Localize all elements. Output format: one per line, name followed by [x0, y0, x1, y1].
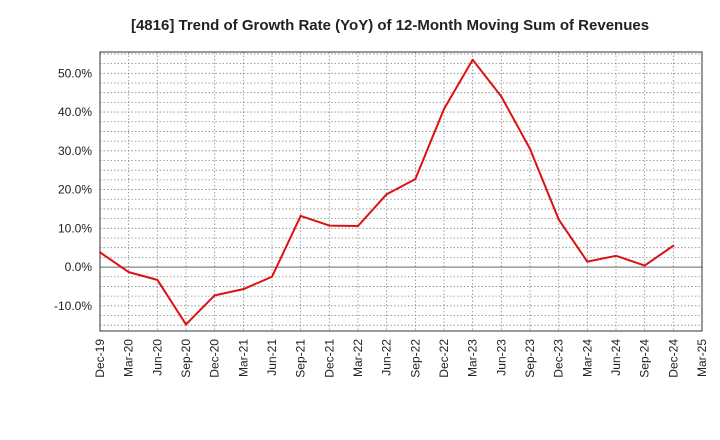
- x-tick-label: Mar-23: [466, 339, 480, 377]
- plot-area: [100, 52, 702, 331]
- vertical-grid: [128, 52, 674, 331]
- y-tick-label: 0.0%: [65, 260, 93, 274]
- x-tick-label: Jun-22: [380, 339, 394, 376]
- x-tick-label: Dec-22: [437, 339, 451, 378]
- data-point: [357, 224, 359, 227]
- data-point: [242, 288, 245, 291]
- data-point: [443, 107, 445, 110]
- x-tick-label: Mar-22: [351, 339, 365, 377]
- data-point: [299, 214, 302, 217]
- x-tick-label: Sep-21: [294, 339, 308, 378]
- y-tick-label: 10.0%: [58, 221, 92, 235]
- x-tick-label: Jun-23: [494, 339, 508, 376]
- x-tick-label: Jun-21: [265, 339, 279, 376]
- data-point: [213, 294, 216, 297]
- data-point: [529, 147, 531, 150]
- x-axis-tick-labels: Dec-19 Mar-20 Jun-20 Sep-20 Dec-20 Mar-21 Jun-…: [93, 339, 709, 378]
- x-tick-label: Jun-24: [609, 339, 623, 376]
- x-tick-label: Dec-23: [552, 339, 566, 378]
- y-tick-label: -10.0%: [54, 299, 92, 313]
- data-point: [615, 254, 617, 257]
- data-point: [385, 193, 388, 196]
- x-tick-label: Dec-19: [93, 339, 107, 378]
- x-tick-label: Sep-24: [638, 339, 652, 378]
- plot-frame: [99, 51, 703, 332]
- x-tick-label: Mar-25: [695, 339, 709, 377]
- data-point: [271, 275, 273, 278]
- data-point: [672, 244, 675, 247]
- data-point: [586, 260, 589, 263]
- y-tick-label: 20.0%: [58, 183, 92, 197]
- data-point: [127, 271, 130, 274]
- data-point: [471, 58, 474, 61]
- horizontal-grid: [100, 53, 702, 326]
- data-point: [185, 323, 187, 326]
- data-point: [500, 95, 503, 98]
- x-tick-label: Dec-21: [322, 339, 336, 378]
- data-point: [414, 178, 417, 181]
- x-tick-label: Sep-22: [408, 339, 422, 378]
- x-tick-label: Mar-20: [122, 339, 136, 377]
- x-tick-label: Mar-24: [580, 339, 594, 377]
- x-tick-label: Sep-20: [179, 339, 193, 378]
- x-tick-label: Dec-24: [666, 339, 680, 378]
- data-point: [328, 224, 331, 227]
- data-point: [156, 278, 159, 281]
- x-tick-label: Sep-23: [523, 339, 537, 378]
- y-tick-label: 50.0%: [58, 66, 92, 80]
- y-axis-tick-labels: -10.0% 0.0% 10.0% 20.0% 30.0% 40.0% 50.0%: [54, 66, 92, 313]
- series-line-group: [99, 58, 675, 326]
- y-tick-label: 40.0%: [58, 105, 92, 119]
- data-point: [557, 218, 560, 221]
- chart-title: [4816] Trend of Growth Rate (YoY) of 12-…: [131, 17, 649, 34]
- data-point: [99, 251, 101, 254]
- x-tick-label: Dec-20: [208, 339, 222, 378]
- x-tick-label: Jun-20: [150, 339, 164, 376]
- y-tick-label: 30.0%: [58, 144, 92, 158]
- x-tick-label: Mar-21: [236, 339, 250, 377]
- data-point: [643, 264, 646, 267]
